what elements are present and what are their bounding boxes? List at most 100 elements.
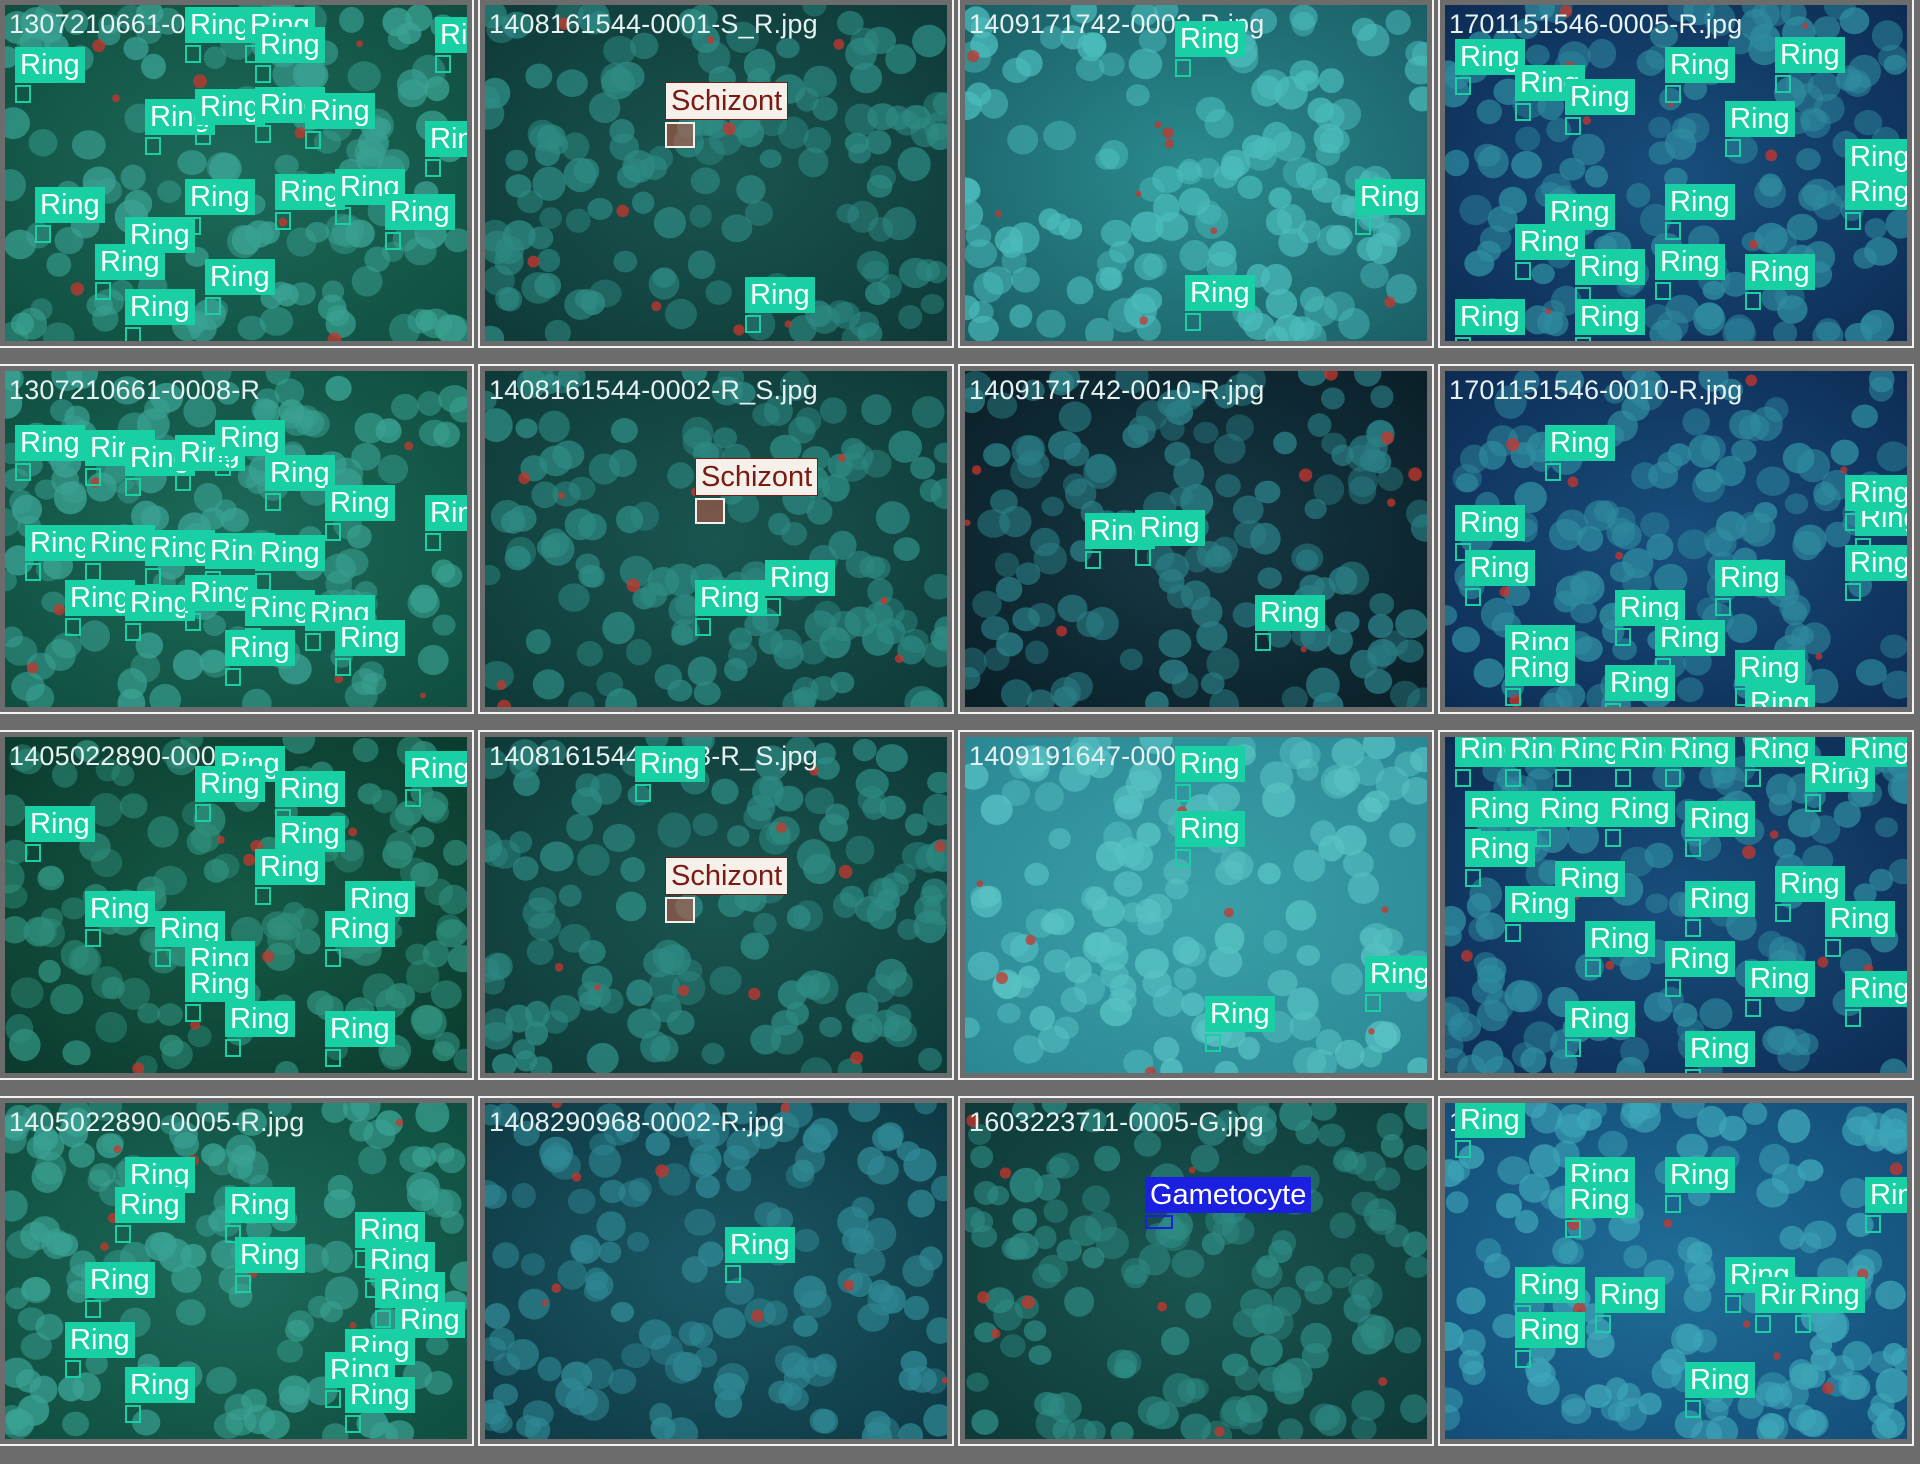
micrograph-tile: 1409171742-0003-R.jpg Ring Ring Ring [958,0,1434,348]
bounding-box [745,315,761,333]
bounding-box [425,159,441,177]
detection-label: Ring [1355,179,1425,215]
bounding-box [1775,904,1791,922]
image-filename: 1408161544-0002-R_S.jpg [489,375,818,405]
detection-label: Ring [355,1212,425,1248]
image-filename: 1307210661-00 [9,9,201,39]
detection-label: Ring [405,751,467,787]
detection-label: Ring [1655,620,1725,656]
detection-label: Ring [725,1227,795,1263]
detection-label: Ring [1255,595,1325,631]
detection-label: Ring [255,27,325,63]
detection-label: Ring [1715,560,1785,596]
bounding-box [185,613,201,631]
bounding-box [635,784,651,802]
detection-label: Ring [275,174,345,210]
detection-label: Ring [1665,47,1735,83]
bounding-box [1845,513,1861,531]
detection-label: Ring [125,1367,195,1403]
detection-label: Ring [325,1011,395,1047]
micrograph-tile: 1405022890-0004 Ring Ring Ring Ring Ring Ring R… [0,730,474,1080]
bounding-box [265,493,281,511]
detection-label: Ring [1455,299,1525,335]
bounding-box [255,573,271,591]
bounding-box [125,1405,141,1423]
detection-label: Ring [185,966,255,1002]
bounding-box [1545,463,1561,481]
detection-label: Ring [15,47,85,83]
detection-label: Ring [1565,79,1635,115]
bounding-box [15,463,31,481]
bounding-box [1715,598,1731,616]
bounding-box [345,1415,361,1433]
bounding-box [1565,1039,1581,1057]
bounding-box [255,65,271,83]
bounding-box [695,498,725,524]
blood-cell-layer [485,5,947,341]
detection-label: Ring [235,1237,305,1273]
bounding-box [155,949,171,967]
micrograph-tile: Ring Ring Ring Ring Ring Ring Ring Ring Ring Ring… [1438,730,1914,1080]
detection-label: Ring [1545,425,1615,461]
bounding-box [695,618,711,636]
detection-label: Ring [1845,971,1907,1007]
image-filename: 1307210661-0008-R [9,375,261,405]
detection-label: Ring [395,1302,465,1338]
bounding-box [1745,999,1761,1017]
micrograph-tile: 1408161544-0002-R_S.jpg Schizont Ring Ring [478,364,954,714]
detection-label: Ring [425,495,467,531]
bounding-box [325,1390,341,1408]
detection-label: Ring [1745,737,1815,767]
bounding-box [185,1004,201,1022]
detection-label: Ring [1845,174,1907,210]
detection-label: Ring [1175,21,1245,57]
detection-label: Schizont [695,458,819,496]
bounding-box [1755,1315,1771,1333]
detection-label: Ring [1505,650,1575,686]
detection-label: Ring [185,575,255,611]
bounding-box [1595,1315,1611,1333]
bounding-box [115,1225,131,1243]
detection-label: Ring [85,1262,155,1298]
bounding-box [1455,77,1471,95]
bounding-box [1515,1350,1531,1368]
bounding-box [1655,282,1671,300]
bounding-box [1175,784,1191,802]
detection-label: Ring [1565,1182,1635,1218]
detection-label: Ring [65,580,135,616]
bounding-box [1085,551,1101,569]
bounding-box [225,1225,241,1243]
detection-label: Ring [1845,737,1907,767]
bounding-box [325,949,341,967]
detection-label: Gametocyte [1145,1177,1312,1213]
detection-label: Ring [225,630,295,666]
detection-label: Ring [745,277,815,313]
detection-label: Ring [335,620,405,656]
bounding-box [195,127,211,145]
detection-label: Ring [1185,275,1255,311]
bounding-box [1845,769,1861,787]
micrograph-tile: 1408161544-0001-S_R.jpg Schizont Ring [478,0,954,348]
detection-label: Ring [1685,881,1755,917]
detection-label: Ring [1455,39,1525,75]
micrograph-tile: 1701151546-0005-R.jpg Ring Ring Ring Ring Rin… [1438,0,1914,348]
bounding-box [225,668,241,686]
detection-label: Ring [1685,801,1755,837]
image-filename: 1405022890-0004 [9,741,232,771]
bounding-box [1555,769,1571,787]
bounding-box [1135,548,1151,566]
bounding-box [65,618,81,636]
detection-label: Ring [1605,665,1675,701]
bounding-box [125,327,141,341]
bounding-box [1455,1140,1471,1158]
detection-label: Ring [1455,1103,1525,1138]
detection-label: Ring [1845,545,1907,581]
detection-label: Ring [1735,650,1805,686]
detection-label: Ring [225,1001,295,1037]
micrograph-tile: 1408161544-0003-R_S.jpgRingSchizont [478,730,954,1080]
micrograph-tile: 1409171742-0010-R.jpg Ring Ring Ring [958,364,1434,714]
micrograph-tile: 17042RingRingRingRingRingRingRingRingRin… [1438,1096,1914,1446]
image-filename: 1701151546-0010-R.jpg [1449,375,1743,405]
bounding-box [405,789,421,807]
micrograph-tile: 1405022890-0005-R.jpg Ring Ring Ring Ring Rin… [0,1096,474,1446]
